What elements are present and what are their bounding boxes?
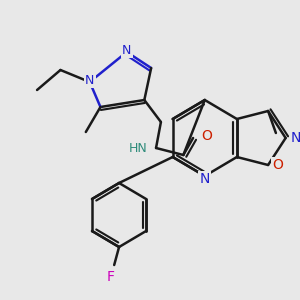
Text: N: N <box>85 74 94 86</box>
Text: F: F <box>106 270 114 284</box>
Text: O: O <box>272 158 283 172</box>
Text: HN: HN <box>129 142 148 154</box>
Text: N: N <box>122 44 131 56</box>
Text: N: N <box>200 172 210 186</box>
Text: N: N <box>290 131 300 145</box>
Text: O: O <box>201 129 212 143</box>
